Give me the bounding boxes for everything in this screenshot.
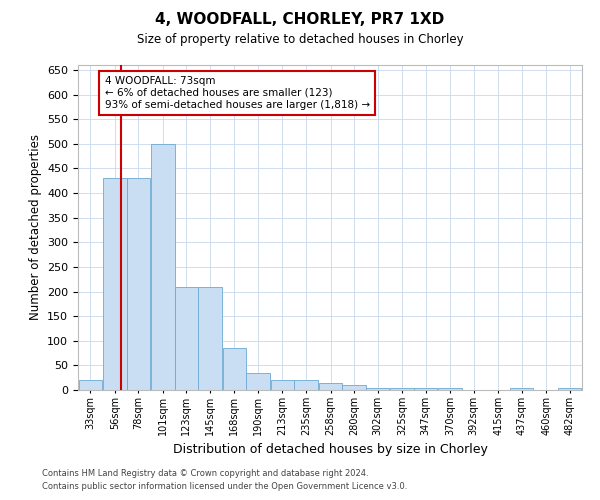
Bar xyxy=(510,388,533,390)
Bar xyxy=(558,388,581,390)
Text: Contains public sector information licensed under the Open Government Licence v3: Contains public sector information licen… xyxy=(42,482,407,491)
Bar xyxy=(151,144,175,390)
Y-axis label: Number of detached properties: Number of detached properties xyxy=(29,134,41,320)
Text: 4, WOODFALL, CHORLEY, PR7 1XD: 4, WOODFALL, CHORLEY, PR7 1XD xyxy=(155,12,445,28)
Bar xyxy=(342,385,366,390)
Bar xyxy=(294,380,318,390)
Bar xyxy=(198,286,221,390)
Bar xyxy=(319,382,342,390)
Text: Contains HM Land Registry data © Crown copyright and database right 2024.: Contains HM Land Registry data © Crown c… xyxy=(42,468,368,477)
Bar xyxy=(175,286,198,390)
Bar xyxy=(103,178,127,390)
Bar xyxy=(391,388,414,390)
Bar xyxy=(223,348,246,390)
Bar xyxy=(246,373,269,390)
Bar xyxy=(366,388,389,390)
Bar xyxy=(439,388,462,390)
Text: Size of property relative to detached houses in Chorley: Size of property relative to detached ho… xyxy=(137,32,463,46)
Bar xyxy=(79,380,102,390)
Text: 4 WOODFALL: 73sqm
← 6% of detached houses are smaller (123)
93% of semi-detached: 4 WOODFALL: 73sqm ← 6% of detached house… xyxy=(104,76,370,110)
Bar xyxy=(414,388,437,390)
Bar xyxy=(271,380,294,390)
Bar xyxy=(127,178,150,390)
X-axis label: Distribution of detached houses by size in Chorley: Distribution of detached houses by size … xyxy=(173,444,487,456)
